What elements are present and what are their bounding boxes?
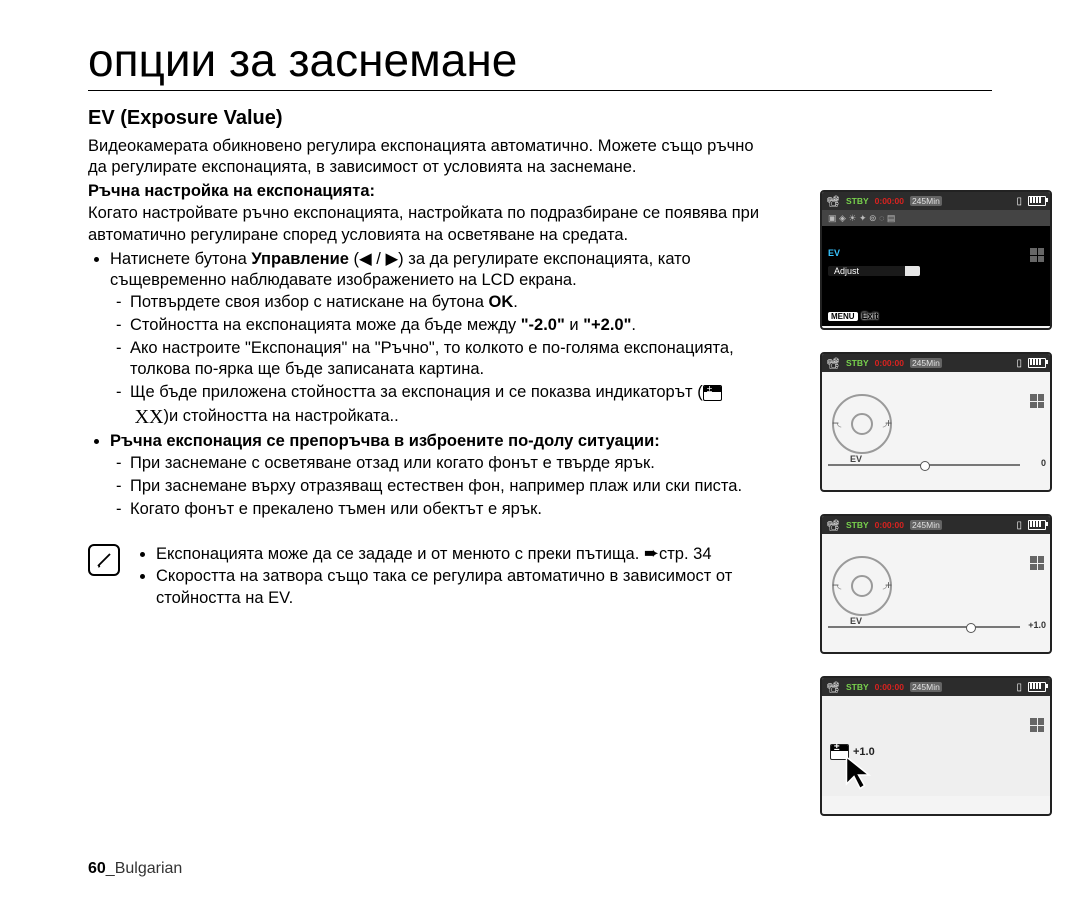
note-icon [88,544,120,576]
note-text: Експонацията може да се зададе и от меню… [134,542,770,609]
battery-icon [1028,196,1046,206]
rec-3: Когато фонът е прекалено тъмен или обект… [130,499,770,521]
grid-icon [1030,248,1044,262]
menu-exit: MENU Exit [828,311,878,321]
rule [88,90,992,91]
ev-icon [703,385,722,401]
cam-icon: 📽 [826,195,840,208]
shot-3: 📽 STBY 0:00:00 245Min ▯ ◟− +◞ EV +1.0 [820,514,1052,654]
main-content: EV (Exposure Value) Видеокамерата обикно… [88,105,770,520]
shot-2: 📽 STBY 0:00:00 245Min ▯ ◟− +◞ EV 0 [820,352,1052,492]
dash-ok: Потвърдете своя избор с натискане на бут… [130,292,770,314]
cursor-icon [842,754,878,790]
sd-icon: ▯ [1016,196,1022,207]
bullet-recommend: Ръчна експонация се препоръчва в изброен… [110,431,770,520]
ev-dial: ◟− +◞ [832,394,892,454]
screenshots-column: 📽 STBY 0:00:00 245Min ▯ ▣ ◈ ☀ ✦ ⊚ ◌ ▤ EV… [820,190,1052,816]
page-title: опции за заснемане [88,36,1080,84]
intro-1: Видеокамерата обикновено регулира експон… [88,136,770,180]
min-label: 245Min [910,196,942,206]
sub-bold-1: Ръчна настройка на експонацията: [88,181,770,203]
dash-manual: Ако настроите "Експонация" на "Ръчно", т… [130,338,770,382]
dash-range: Стойността на експонацията може да бъде … [130,315,770,337]
adjust-pill: Adjust [828,264,920,278]
shot-1: 📽 STBY 0:00:00 245Min ▯ ▣ ◈ ☀ ✦ ⊚ ◌ ▤ EV… [820,190,1052,330]
rec-1: При заснемане с осветяване отзад или ког… [130,453,770,475]
rec-2: При заснемане върху отразяващ естествен … [130,476,770,498]
footer: 60_Bulgarian [88,860,182,878]
shot-4: 📽 STBY 0:00:00 245Min ▯ +1.0 [820,676,1052,816]
note-block: Експонацията може да се зададе и от меню… [88,542,770,609]
ev-label: EV [828,248,840,258]
time-label: 0:00:00 [875,196,904,206]
icon-strip: ▣ ◈ ☀ ✦ ⊚ ◌ ▤ [822,210,1050,226]
dash-indicator: Ще бъде приложена стойността за експонац… [130,382,770,430]
intro-2: Когато настройвате ръчно експонацията, н… [88,203,770,247]
bullet-control: Натиснете бутона Управление (◀ / ▶) за д… [110,249,770,431]
ev-slider: 0 [828,464,1020,466]
section-title: EV (Exposure Value) [88,105,770,131]
stby-label: STBY [846,196,869,206]
shot-topbar: 📽 STBY 0:00:00 245Min ▯ [822,192,1050,210]
